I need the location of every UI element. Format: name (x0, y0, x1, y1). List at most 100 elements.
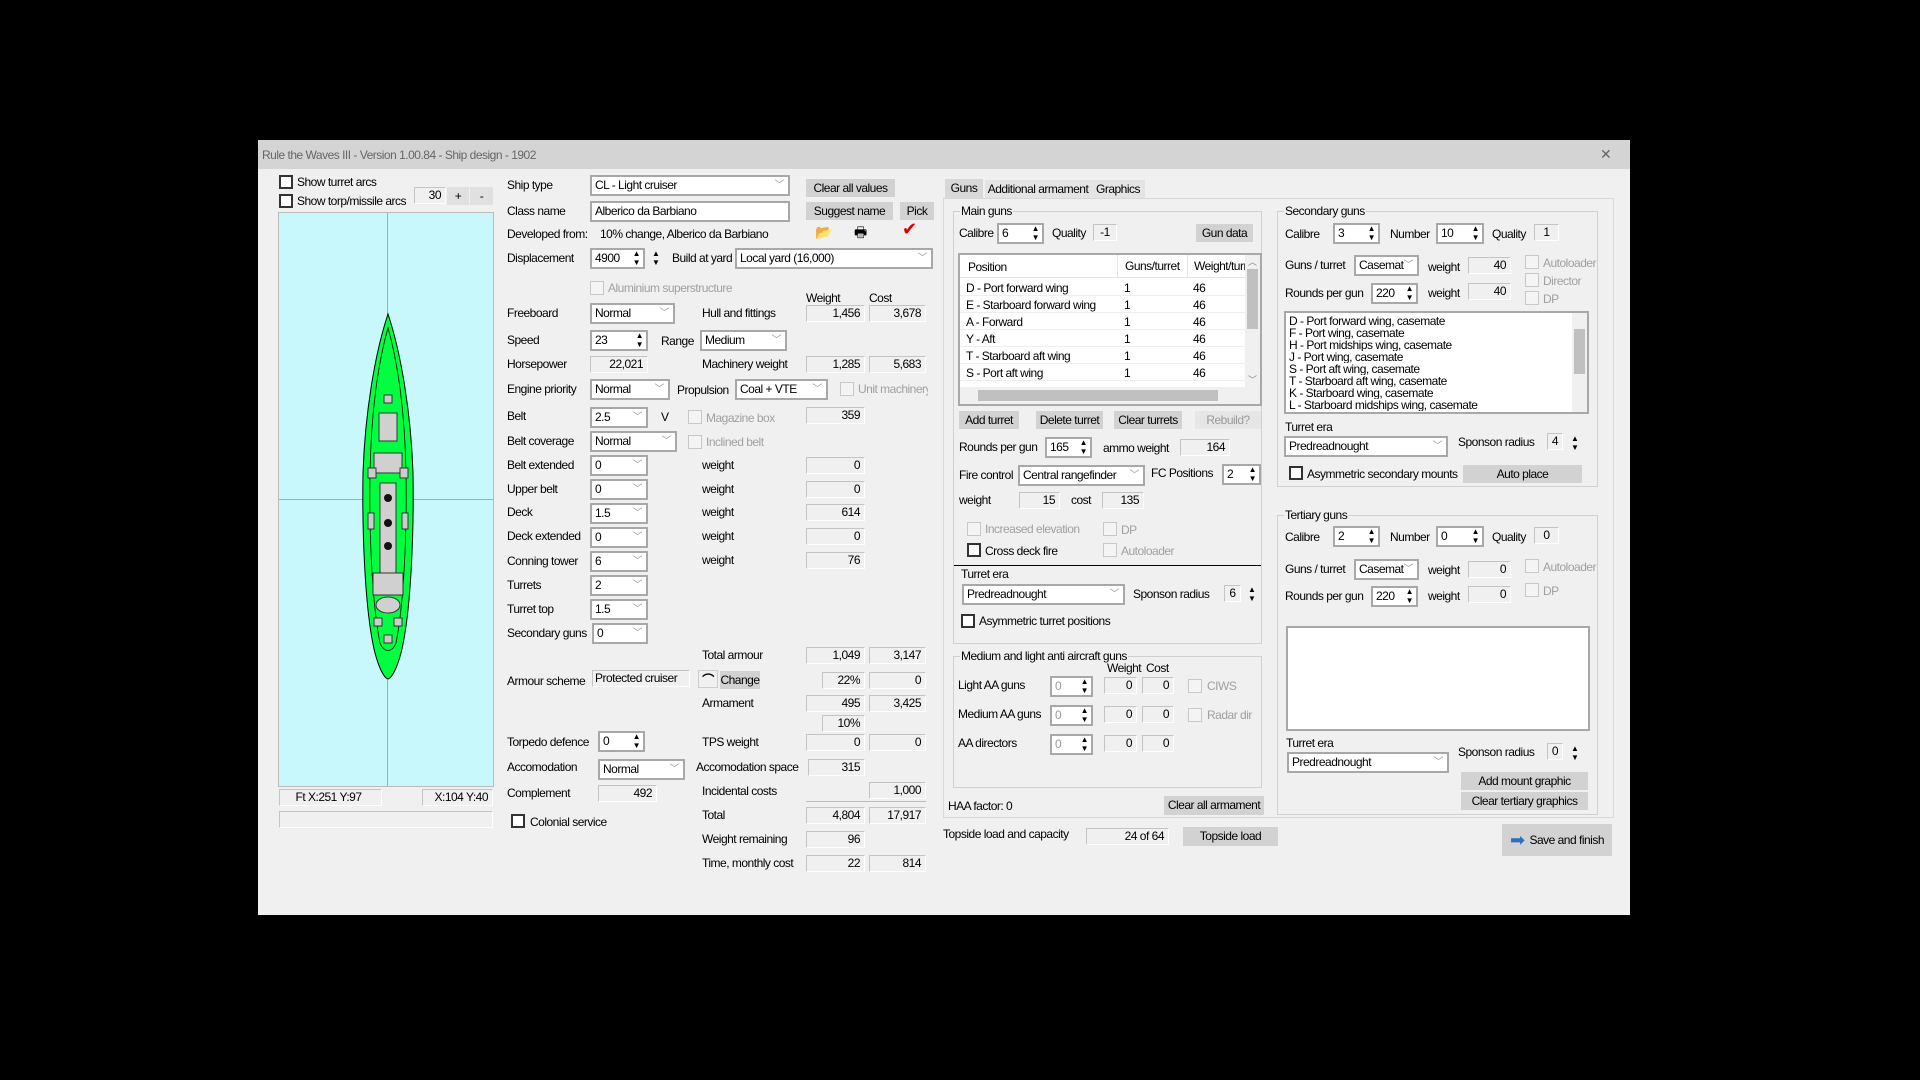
range-dropdown[interactable]: Medium ﹀ (700, 330, 787, 351)
table-row[interactable]: A - Forward 1 46 (960, 313, 1247, 330)
zoom-in-button[interactable]: + (447, 187, 469, 205)
ter-rounds-spinner[interactable]: 220 ▲ ▼ (1371, 586, 1418, 607)
upper-belt-dropdown[interactable]: 0 ﹀ (590, 479, 648, 500)
sec-dp-checkbox[interactable] (1525, 291, 1539, 305)
change-armour-scheme-button[interactable]: Change (720, 671, 760, 689)
asymmetric-secondary-checkbox[interactable] (1289, 466, 1303, 480)
turrets-armour-dropdown[interactable]: 2 ﹀ (590, 575, 648, 596)
aa-spinner[interactable]: 0 ▲ ▼ (1050, 734, 1093, 755)
table-row[interactable]: S - Port aft wing 1 46 (960, 364, 1247, 381)
vertical-scrollbar[interactable]: ︿ ﹀ (1245, 255, 1260, 387)
list-item[interactable]: D - Port forward wing, casemate (1289, 315, 1445, 327)
scroll-down-icon[interactable]: ﹀ (1248, 375, 1257, 385)
list-item[interactable]: T - Starboard aft wing, casemate (1289, 375, 1447, 387)
spin-arrows-icon[interactable]: ▲ ▼ (1471, 527, 1480, 545)
add-mount-graphic-button[interactable]: Add mount graphic (1461, 772, 1588, 790)
spin-arrows-icon[interactable]: ▲ ▼ (1405, 284, 1414, 302)
belt-extended-dropdown[interactable]: 0 ﹀ (590, 455, 648, 476)
torpedo-defence-spinner[interactable]: 0 ▲ ▼ (598, 731, 645, 752)
engine-priority-dropdown[interactable]: Normal ﹀ (590, 379, 670, 400)
ter-number-spinner[interactable]: 0 ▲ ▼ (1436, 526, 1484, 547)
clear-tertiary-graphics-button[interactable]: Clear tertiary graphics (1461, 792, 1588, 810)
tab-graphics[interactable]: Graphics (1091, 180, 1145, 198)
show-turret-arcs-checkbox[interactable] (279, 175, 293, 189)
accomodation-dropdown[interactable]: Normal ﹀ (598, 759, 685, 780)
inclined-belt-checkbox[interactable] (688, 435, 702, 449)
ship-type-dropdown[interactable]: CL - Light cruiser ﹀ (590, 175, 790, 196)
spin-arrows-icon[interactable]: ▲ ▼ (1248, 465, 1257, 483)
sponson-arrows-icon[interactable]: ▲ ▼ (1571, 434, 1579, 452)
speed-spinner[interactable]: 23 ▲ ▼ (590, 330, 648, 351)
table-row[interactable]: T - Starboard aft wing 1 46 (960, 347, 1247, 364)
armour-scheme-arc-icon[interactable]: ⌒ (698, 670, 718, 688)
suggest-name-button[interactable]: Suggest name (806, 202, 893, 220)
secondary-guns-armour-dropdown[interactable]: 0 ﹀ (592, 623, 648, 644)
aa-spinner[interactable]: 0 ▲ ▼ (1050, 705, 1093, 726)
clear-all-armament-button[interactable]: Clear all armament (1164, 796, 1264, 815)
build-yard-dropdown[interactable]: Local yard (16,000) ﹀ (735, 248, 933, 269)
displacement-spinner[interactable]: 4900 ▲ ▼ (590, 248, 645, 269)
belt-dropdown[interactable]: 2.5 ﹀ (590, 407, 648, 428)
gun-data-button[interactable]: Gun data (1196, 224, 1253, 242)
sec-director-checkbox[interactable] (1525, 273, 1539, 287)
aa-option-checkbox[interactable] (1188, 708, 1202, 722)
list-item[interactable]: F - Port wing, casemate (1289, 327, 1405, 339)
sec-turret-era-dropdown[interactable]: Predreadnought ﹀ (1284, 436, 1448, 457)
spin-arrows-icon[interactable]: ▲ ▼ (632, 732, 641, 750)
deck-dropdown[interactable]: 1.5 ﹀ (590, 503, 648, 524)
add-turret-button[interactable]: Add turret (959, 411, 1019, 429)
main-calibre-spinner[interactable]: 6 ▲ ▼ (997, 223, 1044, 244)
spin-arrows-icon[interactable]: ▲ ▼ (1367, 527, 1376, 545)
fire-control-dropdown[interactable]: Central rangefinder ﹀ (1018, 465, 1145, 486)
table-row[interactable]: E - Starboard forward wing 1 46 (960, 296, 1247, 313)
list-item[interactable]: K - Starboard wing, casemate (1289, 387, 1434, 399)
spin-arrows-icon[interactable]: ▲ ▼ (635, 331, 644, 349)
sponson-arrows-icon[interactable]: ▲ ▼ (1248, 585, 1256, 603)
column-header-weight[interactable]: Weight/turret (1187, 255, 1247, 278)
list-item[interactable]: J - Port wing, casemate (1289, 351, 1403, 363)
tertiary-mounts-list[interactable] (1286, 626, 1590, 731)
show-torp-arcs-checkbox[interactable] (279, 194, 293, 208)
belt-coverage-dropdown[interactable]: Normal ﹀ (590, 431, 677, 452)
unit-machinery-checkbox[interactable] (840, 382, 854, 396)
magazine-box-checkbox[interactable] (688, 410, 702, 424)
scroll-up-icon[interactable]: ︿ (1248, 257, 1257, 267)
list-item[interactable]: H - Port midships wing, casemate (1289, 339, 1452, 351)
main-autoloader-checkbox[interactable] (1103, 543, 1117, 557)
spin-arrows-icon[interactable]: ▲ ▼ (632, 249, 641, 267)
delete-turret-button[interactable]: Delete turret (1036, 411, 1103, 429)
sec-autoloader-checkbox[interactable] (1525, 255, 1539, 269)
horizontal-scrollbar[interactable] (960, 387, 1260, 404)
vertical-scrollbar[interactable] (1572, 313, 1587, 412)
main-turrets-table[interactable]: Position Guns/turret Weight/turret D - P… (958, 253, 1262, 406)
folder-open-icon[interactable]: 📂 (815, 224, 832, 240)
zoom-out-button[interactable]: - (470, 187, 493, 205)
column-header-position[interactable]: Position (968, 260, 1007, 274)
clear-all-values-button[interactable]: Clear all values (806, 179, 895, 197)
sponson-arrows-icon[interactable]: ▲ ▼ (1571, 744, 1579, 762)
ter-autoloader-checkbox[interactable] (1525, 559, 1539, 573)
cross-deck-fire-checkbox[interactable] (967, 543, 981, 557)
tab-guns[interactable]: Guns (945, 179, 983, 199)
asymmetric-turret-checkbox[interactable] (961, 614, 975, 628)
spin-arrows-icon[interactable]: ▲ ▼ (1079, 438, 1088, 456)
spin-arrows-icon[interactable]: ▲ ▼ (1080, 677, 1089, 695)
list-item[interactable]: S - Port aft wing, casemate (1289, 363, 1420, 375)
secondary-mounts-list[interactable]: D - Port forward wing, casemate F - Port … (1284, 311, 1589, 414)
pick-button[interactable]: Pick (900, 202, 934, 220)
spin-arrows-icon[interactable]: ▲ ▼ (1367, 224, 1376, 242)
printer-icon[interactable]: 🖶 (854, 224, 867, 240)
aluminium-checkbox[interactable] (590, 281, 604, 295)
list-item[interactable]: L - Starboard midships wing, casemate (1289, 399, 1478, 411)
sec-calibre-spinner[interactable]: 3 ▲ ▼ (1333, 223, 1380, 244)
table-row[interactable]: Y - Aft 1 46 (960, 330, 1247, 347)
topside-load-button[interactable]: Topside load (1183, 827, 1278, 846)
spin-arrows-icon[interactable]: ▲ ▼ (1080, 735, 1089, 753)
ter-dp-checkbox[interactable] (1525, 583, 1539, 597)
aa-spinner[interactable]: 0 ▲ ▼ (1050, 676, 1093, 697)
turret-top-dropdown[interactable]: 1.5 ﹀ (590, 599, 648, 620)
deck-extended-dropdown[interactable]: 0 ﹀ (590, 527, 648, 548)
main-turret-era-dropdown[interactable]: Predreadnought ﹀ (962, 584, 1125, 605)
column-header-guns[interactable]: Guns/turret (1117, 255, 1180, 278)
aa-option-checkbox[interactable] (1188, 679, 1202, 693)
